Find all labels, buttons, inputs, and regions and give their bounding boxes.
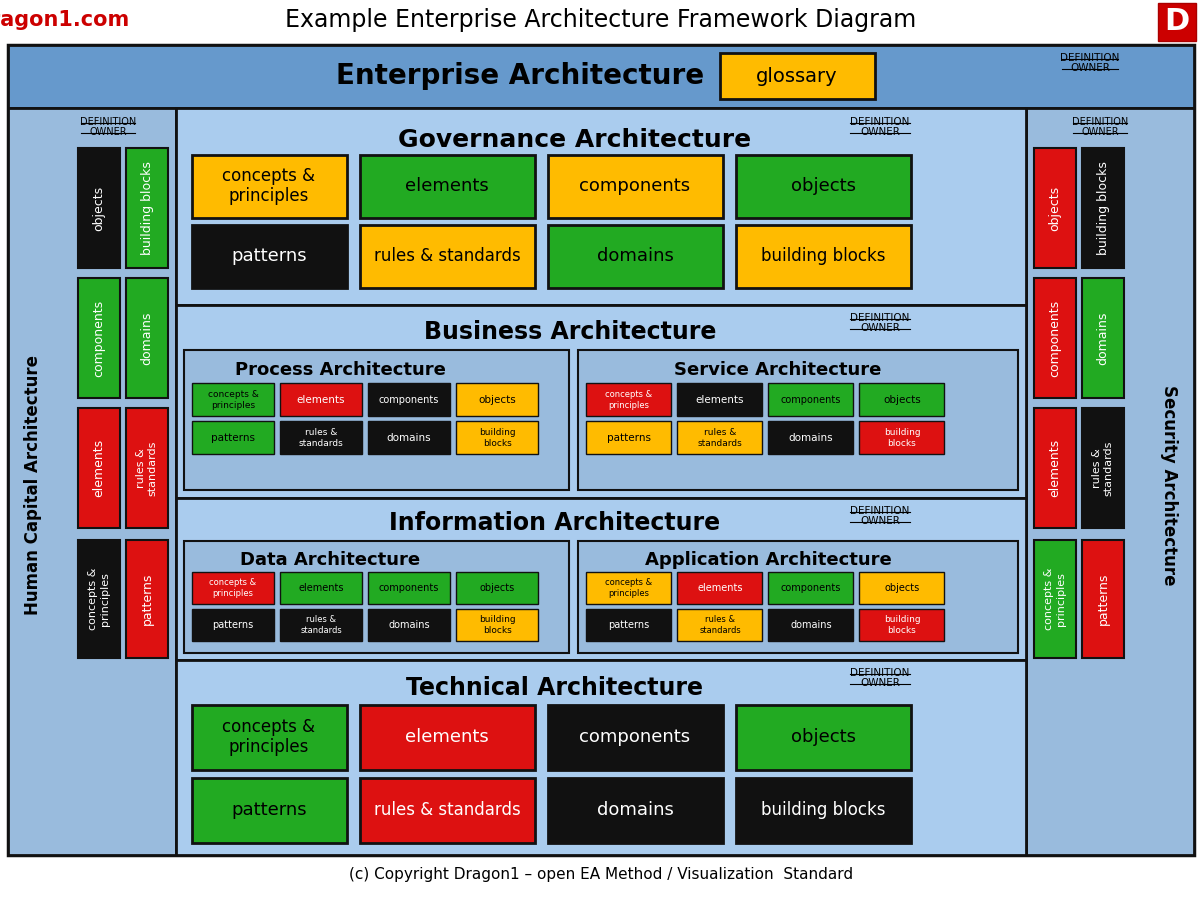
Text: Security Architecture: Security Architecture	[1160, 385, 1178, 585]
Text: glossary: glossary	[756, 67, 838, 86]
FancyBboxPatch shape	[361, 225, 535, 288]
Text: dragon1.com: dragon1.com	[0, 10, 129, 30]
Text: objects: objects	[885, 583, 920, 593]
FancyBboxPatch shape	[78, 278, 120, 398]
Text: elements: elements	[405, 728, 489, 746]
Text: rules & standards: rules & standards	[374, 247, 520, 265]
Text: elements: elements	[93, 439, 106, 497]
FancyBboxPatch shape	[361, 155, 535, 218]
FancyBboxPatch shape	[859, 609, 944, 641]
Text: DEFINITION: DEFINITION	[79, 117, 136, 127]
Text: OWNER: OWNER	[861, 678, 900, 688]
Text: components: components	[781, 395, 841, 405]
FancyBboxPatch shape	[175, 108, 1027, 305]
FancyBboxPatch shape	[78, 540, 120, 658]
Text: patterns: patterns	[607, 433, 651, 443]
Text: DEFINITION: DEFINITION	[850, 668, 910, 678]
Text: domains: domains	[388, 620, 430, 630]
Text: components: components	[379, 583, 439, 593]
FancyBboxPatch shape	[192, 778, 347, 843]
Text: OWNER: OWNER	[861, 323, 900, 333]
FancyBboxPatch shape	[587, 609, 671, 641]
FancyBboxPatch shape	[78, 408, 120, 528]
Text: patterns: patterns	[231, 247, 307, 265]
Text: elements: elements	[1048, 439, 1061, 497]
Text: Process Architecture: Process Architecture	[234, 361, 446, 379]
Text: Enterprise Architecture: Enterprise Architecture	[335, 62, 704, 90]
Text: objects: objects	[791, 177, 856, 195]
Text: OWNER: OWNER	[89, 127, 127, 137]
Text: rules &
standards: rules & standards	[700, 616, 740, 634]
FancyBboxPatch shape	[587, 572, 671, 604]
Text: rules &
standards: rules & standards	[136, 440, 157, 496]
Text: components: components	[579, 728, 691, 746]
Text: concepts &
principles: concepts & principles	[208, 391, 258, 410]
Text: domains: domains	[789, 433, 833, 443]
FancyBboxPatch shape	[548, 778, 722, 843]
Text: rules &
standards: rules & standards	[300, 616, 341, 634]
FancyBboxPatch shape	[280, 572, 362, 604]
Text: rules &
standards: rules & standards	[697, 428, 743, 447]
Text: patterns: patterns	[141, 572, 154, 625]
FancyBboxPatch shape	[548, 225, 722, 288]
FancyBboxPatch shape	[1082, 540, 1124, 658]
FancyBboxPatch shape	[126, 540, 168, 658]
Text: DEFINITION: DEFINITION	[1060, 53, 1120, 63]
Text: building blocks: building blocks	[761, 247, 885, 265]
Text: rules & standards: rules & standards	[374, 801, 520, 819]
Text: concepts &
principles: concepts & principles	[606, 391, 653, 410]
FancyBboxPatch shape	[736, 225, 911, 288]
FancyBboxPatch shape	[578, 541, 1018, 653]
Text: objects: objects	[883, 395, 921, 405]
Text: DEFINITION: DEFINITION	[1072, 117, 1129, 127]
FancyBboxPatch shape	[1082, 408, 1124, 528]
FancyBboxPatch shape	[280, 383, 362, 416]
FancyBboxPatch shape	[361, 705, 535, 770]
Text: concepts &
principles: concepts & principles	[222, 166, 315, 205]
FancyBboxPatch shape	[8, 108, 175, 855]
Text: objects: objects	[791, 728, 856, 746]
Text: objects: objects	[478, 395, 516, 405]
FancyBboxPatch shape	[720, 53, 875, 99]
FancyBboxPatch shape	[192, 572, 274, 604]
Text: components: components	[1048, 300, 1061, 376]
FancyBboxPatch shape	[368, 421, 450, 454]
FancyBboxPatch shape	[768, 609, 853, 641]
Text: components: components	[379, 395, 439, 405]
FancyBboxPatch shape	[768, 421, 853, 454]
FancyBboxPatch shape	[548, 705, 722, 770]
FancyBboxPatch shape	[192, 609, 274, 641]
Text: Application Architecture: Application Architecture	[644, 551, 892, 569]
Text: Example Enterprise Architecture Framework Diagram: Example Enterprise Architecture Framewor…	[285, 8, 917, 32]
FancyBboxPatch shape	[126, 408, 168, 528]
Text: Human Capital Architecture: Human Capital Architecture	[24, 355, 42, 615]
Text: DEFINITION: DEFINITION	[850, 506, 910, 516]
Text: D: D	[1165, 7, 1190, 37]
Text: building
blocks: building blocks	[478, 616, 516, 634]
Text: domains: domains	[1096, 311, 1109, 364]
Text: Data Architecture: Data Architecture	[240, 551, 419, 569]
FancyBboxPatch shape	[78, 148, 120, 268]
Text: patterns: patterns	[231, 801, 307, 819]
FancyBboxPatch shape	[1034, 540, 1076, 658]
FancyBboxPatch shape	[1158, 3, 1196, 41]
FancyBboxPatch shape	[368, 572, 450, 604]
Text: rules &
standards: rules & standards	[298, 428, 344, 447]
FancyBboxPatch shape	[736, 778, 911, 843]
Text: objects: objects	[1048, 185, 1061, 230]
FancyBboxPatch shape	[175, 305, 1027, 498]
Text: Technical Architecture: Technical Architecture	[406, 676, 703, 700]
FancyBboxPatch shape	[175, 498, 1027, 660]
FancyBboxPatch shape	[368, 383, 450, 416]
FancyBboxPatch shape	[126, 148, 168, 268]
FancyBboxPatch shape	[192, 155, 347, 218]
FancyBboxPatch shape	[1082, 278, 1124, 398]
Text: building blocks: building blocks	[1096, 161, 1109, 255]
Text: elements: elements	[405, 177, 489, 195]
FancyBboxPatch shape	[280, 421, 362, 454]
FancyBboxPatch shape	[677, 383, 762, 416]
FancyBboxPatch shape	[768, 383, 853, 416]
FancyBboxPatch shape	[8, 45, 1194, 855]
Text: rules &
standards: rules & standards	[1093, 440, 1114, 496]
